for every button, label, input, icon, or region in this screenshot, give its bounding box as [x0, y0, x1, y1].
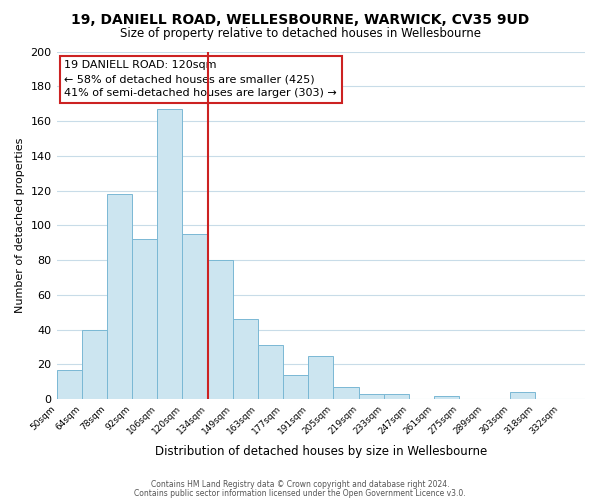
Bar [82, 330, 107, 399]
Bar [308, 356, 334, 399]
Bar [509, 392, 535, 399]
Bar [434, 396, 459, 399]
Text: 19, DANIELL ROAD, WELLESBOURNE, WARWICK, CV35 9UD: 19, DANIELL ROAD, WELLESBOURNE, WARWICK,… [71, 12, 529, 26]
Bar [208, 260, 233, 399]
Bar [334, 387, 359, 399]
Bar [157, 109, 182, 399]
Bar [107, 194, 132, 399]
Text: Size of property relative to detached houses in Wellesbourne: Size of property relative to detached ho… [119, 28, 481, 40]
Bar [359, 394, 383, 399]
Bar [233, 319, 258, 399]
Bar [283, 375, 308, 399]
Y-axis label: Number of detached properties: Number of detached properties [15, 138, 25, 313]
Bar [383, 394, 409, 399]
Bar [182, 234, 208, 399]
X-axis label: Distribution of detached houses by size in Wellesbourne: Distribution of detached houses by size … [155, 444, 487, 458]
Text: Contains HM Land Registry data © Crown copyright and database right 2024.: Contains HM Land Registry data © Crown c… [151, 480, 449, 489]
Text: 19 DANIELL ROAD: 120sqm
← 58% of detached houses are smaller (425)
41% of semi-d: 19 DANIELL ROAD: 120sqm ← 58% of detache… [64, 60, 337, 98]
Bar [258, 346, 283, 399]
Bar [56, 370, 82, 399]
Bar [132, 240, 157, 399]
Text: Contains public sector information licensed under the Open Government Licence v3: Contains public sector information licen… [134, 488, 466, 498]
